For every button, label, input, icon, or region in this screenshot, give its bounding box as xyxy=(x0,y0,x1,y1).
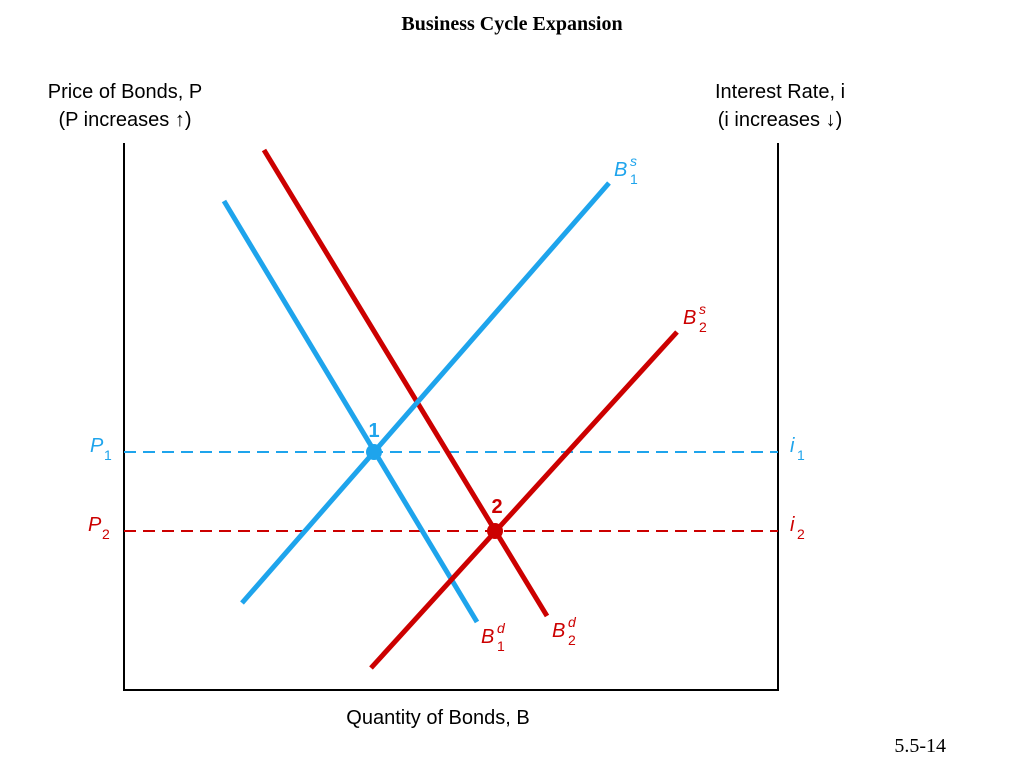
left-axis-note: (P increases ↑) xyxy=(58,109,191,131)
supply-curve-2 xyxy=(369,330,679,670)
curve-label-sup: s xyxy=(630,153,637,169)
curve-label: B s 1 xyxy=(614,153,638,187)
curve-label: B s 2 xyxy=(683,301,707,335)
curve-label-sub: 1 xyxy=(497,638,505,654)
curve-label-sup: s xyxy=(699,301,706,317)
equilibrium-point xyxy=(366,444,382,460)
curve-label-sub: 2 xyxy=(568,632,576,648)
bottom-axis-label: Quantity of Bonds, B xyxy=(346,707,529,729)
axes-frame xyxy=(123,143,779,691)
right-axis-note: (i increases ↓) xyxy=(718,109,842,131)
curve-label-sub: 1 xyxy=(630,171,638,187)
curve-label-sub: 2 xyxy=(699,319,707,335)
price-sub: 2 xyxy=(102,526,110,542)
curve-label-base: B xyxy=(552,620,565,642)
level-label: P 2 i 2 xyxy=(88,514,805,542)
curve-label-base: B xyxy=(614,159,627,181)
point-label: 2 xyxy=(491,496,502,518)
curve-label: B d 1 xyxy=(481,620,506,654)
level-label: P 1 i 1 xyxy=(90,435,805,463)
price-sub: 1 xyxy=(104,447,112,463)
rate-sub: 1 xyxy=(797,447,805,463)
curve-label: B d 2 xyxy=(552,614,577,648)
rate-label: i xyxy=(790,435,795,457)
demand-curve-1 xyxy=(221,199,480,624)
title: Business Cycle Expansion xyxy=(401,13,622,35)
curve-label-sup: d xyxy=(568,614,577,630)
curve-label-base: B xyxy=(683,307,696,329)
supply-curve-1 xyxy=(240,181,611,605)
price-label: P xyxy=(88,514,102,536)
equilibrium-point xyxy=(487,523,503,539)
rate-sub: 2 xyxy=(797,526,805,542)
price-label: P xyxy=(90,435,104,457)
slide-number: 5.5-14 xyxy=(894,735,946,757)
demand-curve-2 xyxy=(261,148,550,618)
left-axis-label: Price of Bonds, P xyxy=(48,81,203,103)
curve-label-sup: d xyxy=(497,620,506,636)
right-axis-label: Interest Rate, i xyxy=(715,81,845,103)
point-label: 1 xyxy=(368,420,379,442)
curve-label-base: B xyxy=(481,626,494,648)
frame xyxy=(123,143,779,691)
rate-label: i xyxy=(790,514,795,536)
